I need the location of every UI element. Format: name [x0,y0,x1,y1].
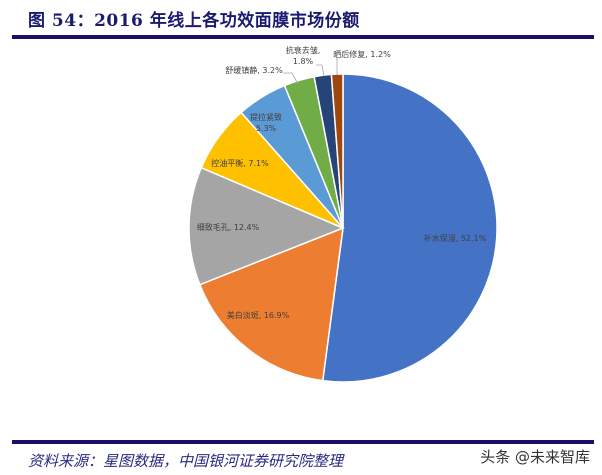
slice-label: 补水保湿, 52.1% [424,233,487,243]
footer-divider [12,440,594,444]
pie-slice-3 [188,166,345,286]
slice-label: 美白淡斑, 16.9% [227,310,290,320]
pie-labels: 补水保湿, 52.1% 美白淡斑, 16.9% 细致毛孔, 12.4% 控油平衡, 7… [197,45,487,320]
leader-line [283,72,299,85]
pie-slices [188,73,498,383]
slice-label: 提拉紧致 5.3% [250,112,282,133]
slice-label: 控油平衡, 7.1% [211,158,269,168]
leader-line [316,64,325,77]
pie-slice-1 [321,73,498,383]
slice-label: 晒后修复, 1.2% [333,49,391,59]
slice-label: 舒缓镇静, 3.2% [225,65,283,75]
chart-title: 图 54：2016 年线上各功效面膜市场份额 [28,11,360,31]
slice-label: 抗衰去皱, 1.8% [286,45,321,66]
watermark: 头条 @未来智库 [480,448,590,466]
source-note: 资料来源：星图数据，中国银河证券研究院整理 [28,452,344,470]
title-divider [12,35,594,39]
pie-slice-2 [198,226,344,382]
slice-label: 细致毛孔, 12.4% [197,222,260,232]
